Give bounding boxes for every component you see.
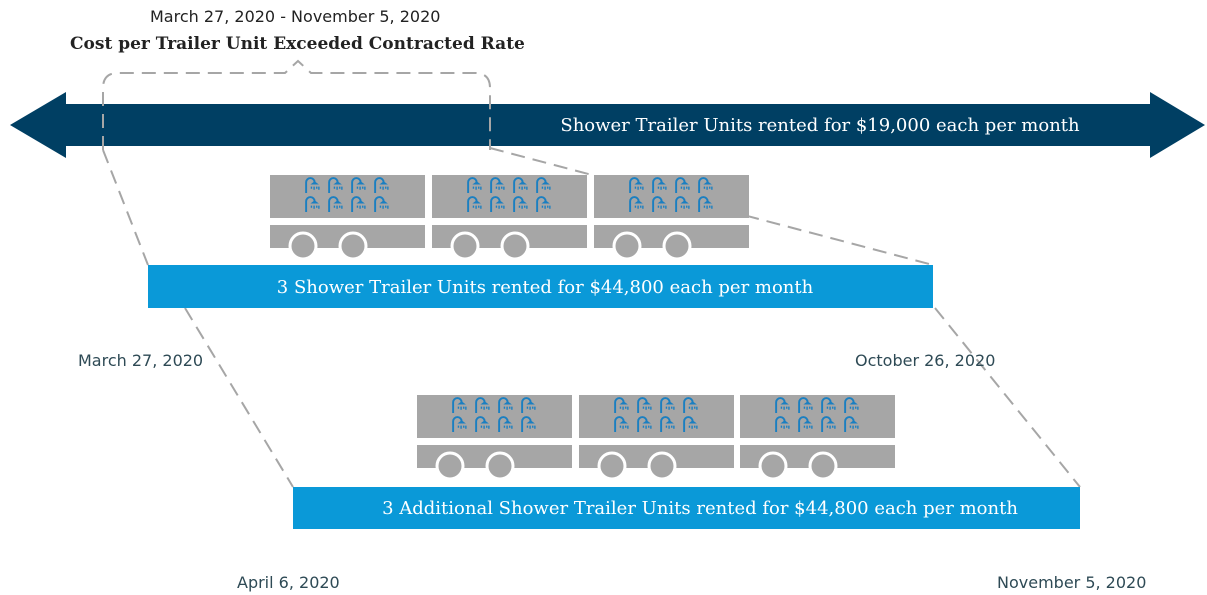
wheel [502,233,528,259]
wheel [760,453,786,479]
trailer-box [740,395,895,438]
start-date: April 6, 2020 [237,573,340,592]
wheel [614,233,640,259]
trailer-box [432,175,587,218]
connector [935,308,1080,487]
wheel [649,453,675,479]
trailer-box [417,395,572,438]
wheel [599,453,625,479]
trailer-box [579,395,734,438]
trailer-box [594,175,749,218]
trailer-box [270,175,425,218]
date-range: March 27, 2020 - November 5, 2020 [150,7,440,26]
connector [103,150,148,265]
end-date: November 5, 2020 [997,573,1146,592]
wheel [664,233,690,259]
start-date: March 27, 2020 [78,351,203,370]
arrow-label: Shower Trailer Units rented for $19,000 … [560,115,1080,136]
connector [185,308,293,487]
wheel [290,233,316,259]
wheel [437,453,463,479]
end-date: October 26, 2020 [855,351,995,370]
bar-label: 3 Shower Trailer Units rented for $44,80… [277,277,814,298]
diagram: March 27, 2020 - November 5, 2020 Cost p… [0,0,1207,595]
trailers [270,175,895,479]
wheel [452,233,478,259]
wheel [340,233,366,259]
title: Cost per Trailer Unit Exceeded Contracte… [70,34,525,54]
bar-label: 3 Additional Shower Trailer Units rented… [382,498,1018,519]
wheel [487,453,513,479]
wheel [810,453,836,479]
